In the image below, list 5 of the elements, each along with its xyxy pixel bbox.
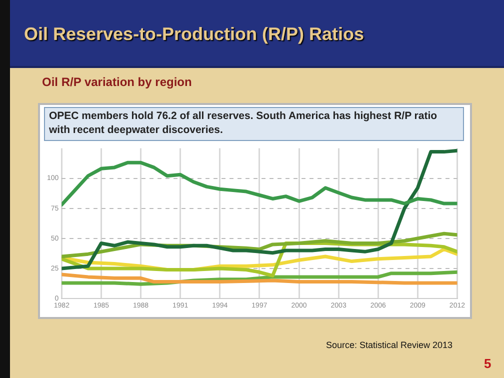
chart-subtitle: Oil R/P variation by region [42,75,192,89]
text: OPEC members hold 76.2 of all reserves. South America has highest R/P ratio with recent deepwater discoveries. [44,107,464,141]
chart-title: Oil Reserves-to-Production (R/P) Ratios [24,24,364,45]
source-note: Source: Statistical Review 2013 [326,340,453,350]
text: 5 [484,356,492,371]
